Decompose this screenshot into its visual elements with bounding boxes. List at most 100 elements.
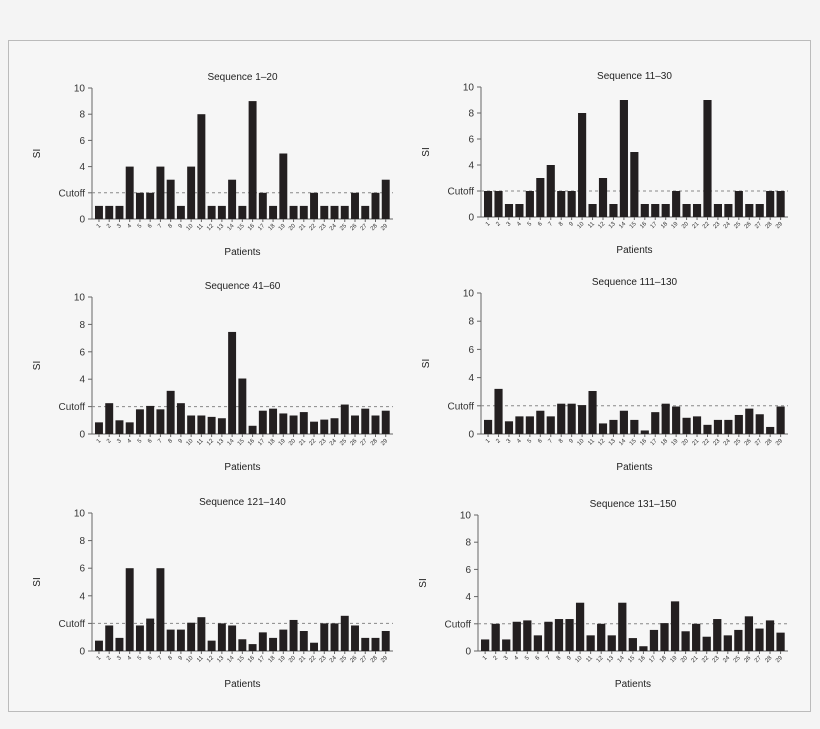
x-tick-label: 26	[349, 438, 358, 447]
x-tick-label: 24	[329, 655, 338, 664]
x-tick-label: 19	[278, 655, 287, 664]
y-tick-label: 8	[79, 536, 85, 547]
x-tick-label: 29	[380, 223, 389, 232]
bar	[217, 623, 226, 651]
y-tick-label: 4	[79, 162, 85, 173]
bar	[515, 416, 524, 434]
x-tick-label: 8	[167, 438, 174, 445]
x-tick-label: 7	[157, 655, 164, 662]
bar	[95, 422, 103, 434]
x-tick-label: 15	[629, 221, 638, 230]
x-tick-label: 11	[196, 438, 205, 447]
bar	[597, 623, 606, 651]
bar	[525, 416, 534, 434]
y-axis-label: SI	[421, 359, 432, 368]
bar	[557, 191, 566, 217]
x-tick-label: 20	[681, 438, 690, 447]
bar	[588, 204, 597, 217]
x-tick-label: 15	[629, 438, 638, 447]
bar	[289, 415, 298, 434]
bar	[734, 414, 743, 434]
x-tick-label: 28	[370, 655, 379, 664]
x-tick-label: 3	[506, 221, 513, 228]
y-tick-label: 0	[79, 647, 85, 658]
x-tick-label: 4	[127, 223, 134, 230]
bar	[766, 426, 775, 434]
bar	[105, 625, 114, 651]
bar	[640, 204, 649, 217]
x-tick-label: 26	[743, 655, 752, 664]
x-tick-label: 27	[360, 223, 369, 232]
bar	[766, 191, 775, 217]
y-tick-label: 6	[79, 564, 85, 575]
x-tick-label: 4	[516, 221, 523, 228]
bar	[310, 642, 319, 651]
bar	[248, 425, 257, 434]
bar	[156, 568, 165, 651]
x-tick-label: 23	[712, 655, 721, 664]
bar	[692, 623, 701, 651]
bar	[734, 629, 743, 651]
bar	[371, 637, 380, 651]
bar	[125, 422, 134, 434]
bar	[207, 640, 216, 651]
bar	[381, 410, 390, 434]
x-tick-label: 29	[775, 221, 784, 230]
x-tick-label: 15	[627, 655, 636, 664]
bar	[105, 403, 114, 434]
y-tick-label: 4	[465, 592, 471, 603]
x-tick-label: 23	[712, 438, 721, 447]
x-tick-label: 1	[482, 655, 489, 662]
y-tick-label: 4	[468, 161, 474, 172]
bar	[166, 390, 175, 434]
bar	[197, 114, 206, 219]
bar	[567, 191, 576, 217]
bar	[536, 410, 545, 434]
x-tick-label: 12	[206, 223, 215, 232]
y-tick-label: 6	[79, 347, 85, 358]
x-tick-label: 16	[247, 223, 256, 232]
y-tick-label: 0	[79, 430, 85, 441]
x-tick-label: 20	[288, 438, 297, 447]
x-tick-label: 21	[298, 655, 307, 664]
x-tick-label: 5	[137, 223, 144, 230]
x-tick-label: 1	[485, 438, 492, 445]
x-tick-label: 14	[227, 438, 236, 447]
bar	[502, 639, 511, 651]
x-tick-label: 9	[178, 223, 185, 230]
bar	[310, 192, 319, 219]
x-tick-label: 5	[527, 221, 534, 228]
bar	[340, 615, 349, 651]
x-tick-label: 9	[178, 655, 185, 662]
x-tick-label: 28	[370, 223, 379, 232]
x-tick-label: 10	[186, 223, 195, 232]
bar	[484, 419, 493, 434]
bar	[361, 408, 370, 434]
x-tick-label: 23	[319, 438, 328, 447]
bar	[692, 204, 702, 217]
x-tick-label: 6	[537, 221, 544, 228]
x-tick-label: 1	[96, 655, 103, 662]
x-tick-label: 6	[537, 438, 544, 445]
chart-title: Sequence 131–150	[590, 499, 677, 510]
bar	[166, 629, 175, 651]
x-tick-label: 18	[660, 221, 669, 230]
x-tick-label: 10	[186, 438, 195, 447]
bar	[289, 205, 298, 219]
bar	[546, 416, 555, 434]
x-tick-label: 15	[237, 223, 246, 232]
x-tick-label: 2	[492, 655, 499, 662]
x-tick-label: 16	[638, 655, 647, 664]
x-axis-label: Patients	[616, 462, 652, 473]
x-tick-label: 25	[733, 655, 742, 664]
bar	[248, 644, 257, 651]
bar	[207, 416, 216, 434]
x-tick-label: 24	[722, 655, 731, 664]
x-tick-label: 10	[577, 438, 586, 447]
bar	[536, 178, 545, 217]
bar	[146, 192, 155, 219]
bar	[713, 619, 722, 651]
bar	[765, 620, 775, 651]
